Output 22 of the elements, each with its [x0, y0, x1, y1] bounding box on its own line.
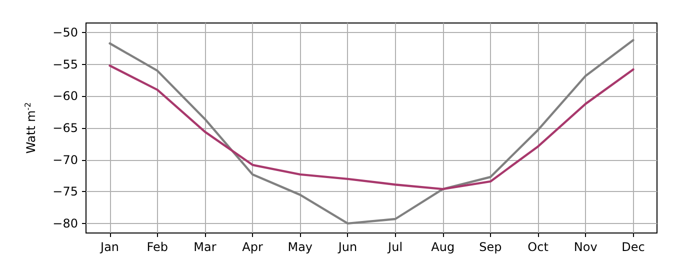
line-series	[108, 64, 634, 190]
x-tick-label: Apr	[242, 240, 263, 254]
x-tick-label: Oct	[528, 240, 549, 254]
x-tick-label: Mar	[194, 240, 216, 254]
y-tick-label: −60	[52, 89, 78, 104]
line-series	[108, 39, 634, 225]
y-tick-label: −75	[52, 184, 78, 199]
y-tick-label: −70	[52, 152, 78, 167]
y-tick-label: −55	[52, 57, 78, 72]
x-tick-label: Feb	[146, 240, 168, 254]
x-tick-label: Dec	[622, 240, 645, 254]
x-tick-label: May	[288, 240, 313, 254]
x-tick-label: Jun	[337, 240, 358, 254]
x-tick-label: Sep	[479, 240, 502, 254]
y-axis-title: Watt m-2	[24, 102, 38, 154]
x-tick-label: Aug	[431, 240, 455, 254]
x-tick-label: Jul	[387, 240, 403, 254]
x-tick-label: Nov	[574, 240, 598, 254]
x-tick-label: Jan	[100, 240, 120, 254]
y-tick-label: −80	[52, 216, 78, 230]
y-tick-label: −65	[52, 121, 78, 135]
y-tick-label: −50	[52, 26, 78, 40]
